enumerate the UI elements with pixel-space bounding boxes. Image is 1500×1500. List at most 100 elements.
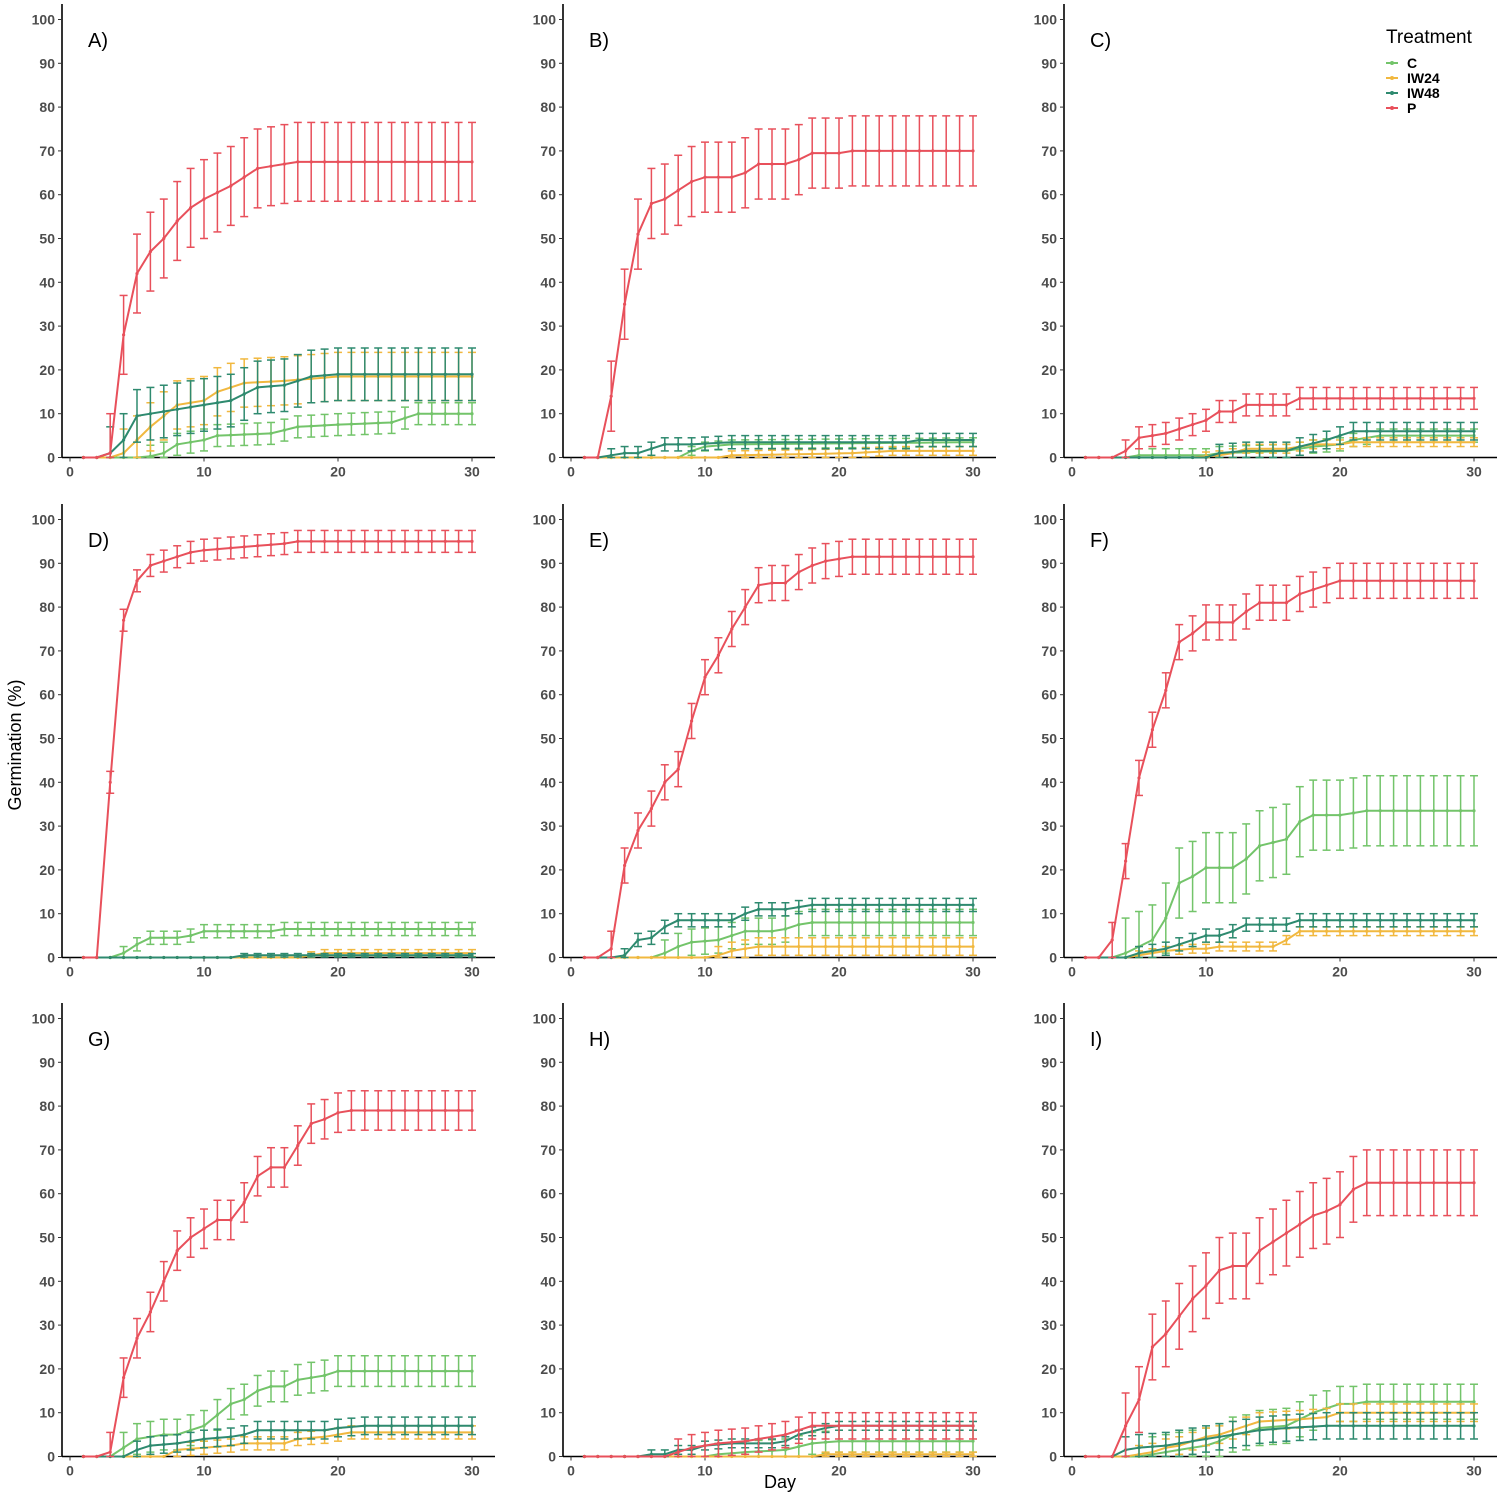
data-point bbox=[1258, 601, 1262, 605]
data-point bbox=[349, 927, 353, 931]
data-point bbox=[376, 160, 380, 164]
data-point bbox=[242, 175, 246, 179]
data-point bbox=[1298, 1425, 1302, 1429]
data-point bbox=[757, 440, 761, 444]
panel-label: H) bbox=[589, 1029, 610, 1051]
data-point bbox=[864, 1424, 868, 1428]
series-line bbox=[1085, 579, 1474, 959]
data-point bbox=[904, 1452, 908, 1456]
data-point bbox=[1271, 601, 1275, 605]
legend-key-point bbox=[1390, 91, 1394, 95]
data-point bbox=[810, 920, 814, 925]
y-tick-label: 50 bbox=[1041, 231, 1057, 247]
x-tick-label: 10 bbox=[196, 464, 212, 480]
data-point bbox=[1365, 429, 1369, 433]
data-point bbox=[1459, 809, 1463, 813]
data-point bbox=[470, 927, 474, 931]
data-point bbox=[904, 449, 908, 453]
data-point bbox=[931, 1439, 935, 1443]
x-tick-label: 0 bbox=[567, 1463, 575, 1479]
legend-item-IW24: IW24 bbox=[1386, 70, 1440, 86]
data-point bbox=[148, 936, 152, 940]
y-tick-label: 10 bbox=[1041, 1405, 1057, 1421]
data-point bbox=[376, 372, 380, 376]
x-tick-label: 10 bbox=[697, 1463, 713, 1479]
data-point bbox=[891, 944, 895, 949]
data-point bbox=[189, 440, 193, 444]
data-point bbox=[904, 903, 908, 907]
data-point bbox=[1258, 944, 1262, 949]
series-P bbox=[1083, 386, 1478, 460]
series-line bbox=[1085, 809, 1474, 959]
data-point bbox=[323, 953, 327, 957]
data-point bbox=[1459, 429, 1463, 433]
data-point bbox=[810, 903, 814, 907]
data-point bbox=[430, 927, 434, 931]
series-IW48 bbox=[81, 1416, 476, 1459]
data-point bbox=[1110, 455, 1114, 460]
y-tick-label: 20 bbox=[39, 862, 55, 878]
data-point bbox=[931, 903, 935, 907]
data-point bbox=[931, 944, 935, 949]
data-point bbox=[336, 953, 340, 957]
data-point bbox=[443, 372, 447, 376]
x-tick-label: 30 bbox=[1466, 1463, 1482, 1479]
data-point bbox=[636, 955, 640, 960]
data-point bbox=[770, 907, 774, 911]
data-point bbox=[1204, 934, 1208, 938]
data-point bbox=[623, 1454, 627, 1459]
data-point bbox=[783, 907, 787, 911]
data-point bbox=[390, 160, 394, 164]
data-point bbox=[148, 1454, 152, 1459]
data-point bbox=[1298, 918, 1302, 922]
series-line bbox=[83, 375, 472, 459]
data-point bbox=[649, 447, 653, 451]
data-point bbox=[1097, 955, 1101, 960]
data-point bbox=[1325, 396, 1329, 400]
data-point bbox=[716, 653, 720, 657]
panel-6: 0 10 20 30 40 50 60 70 80 90 100 0 10 20 30 G) bbox=[32, 1003, 495, 1479]
data-point bbox=[649, 1454, 653, 1459]
data-point bbox=[824, 452, 828, 456]
data-point bbox=[649, 1452, 653, 1456]
y-tick-label: 10 bbox=[1041, 406, 1057, 422]
x-tick-label: 20 bbox=[1332, 1463, 1348, 1479]
data-point bbox=[1217, 866, 1221, 870]
data-point bbox=[443, 539, 447, 543]
x-tick-label: 30 bbox=[1466, 464, 1482, 480]
data-point bbox=[1244, 944, 1248, 949]
data-point bbox=[1351, 811, 1355, 815]
series-IW48 bbox=[582, 897, 977, 960]
data-point bbox=[944, 1424, 948, 1428]
data-point bbox=[824, 1452, 828, 1456]
legend-key-point bbox=[1390, 106, 1394, 110]
data-point bbox=[175, 219, 179, 223]
data-point bbox=[1298, 929, 1302, 933]
x-tick-label: 0 bbox=[567, 464, 575, 480]
data-point bbox=[349, 372, 353, 376]
panel-7: 0 10 20 30 40 50 60 70 80 90 100 0 10 20 30 H) bbox=[533, 1003, 996, 1479]
data-point bbox=[1378, 1400, 1382, 1404]
data-point bbox=[1311, 1214, 1315, 1218]
y-tick-label: 90 bbox=[39, 55, 55, 71]
data-point bbox=[403, 539, 407, 543]
y-tick-label: 60 bbox=[39, 1186, 55, 1202]
data-point bbox=[797, 440, 801, 444]
y-tick-label: 80 bbox=[39, 599, 55, 615]
data-point bbox=[202, 197, 206, 201]
data-point bbox=[457, 927, 461, 931]
data-point bbox=[443, 927, 447, 931]
data-point bbox=[1177, 942, 1181, 946]
data-point bbox=[416, 539, 420, 543]
data-point bbox=[1365, 809, 1369, 813]
data-point bbox=[877, 1424, 881, 1428]
data-point bbox=[837, 944, 841, 949]
data-point bbox=[1445, 1400, 1449, 1404]
series-P bbox=[81, 529, 476, 960]
data-point bbox=[877, 149, 881, 153]
y-tick-label: 40 bbox=[1041, 774, 1057, 790]
data-point bbox=[122, 1454, 126, 1459]
legend-item-IW48: IW48 bbox=[1386, 85, 1440, 101]
series-line bbox=[83, 954, 472, 959]
data-point bbox=[430, 1424, 434, 1428]
